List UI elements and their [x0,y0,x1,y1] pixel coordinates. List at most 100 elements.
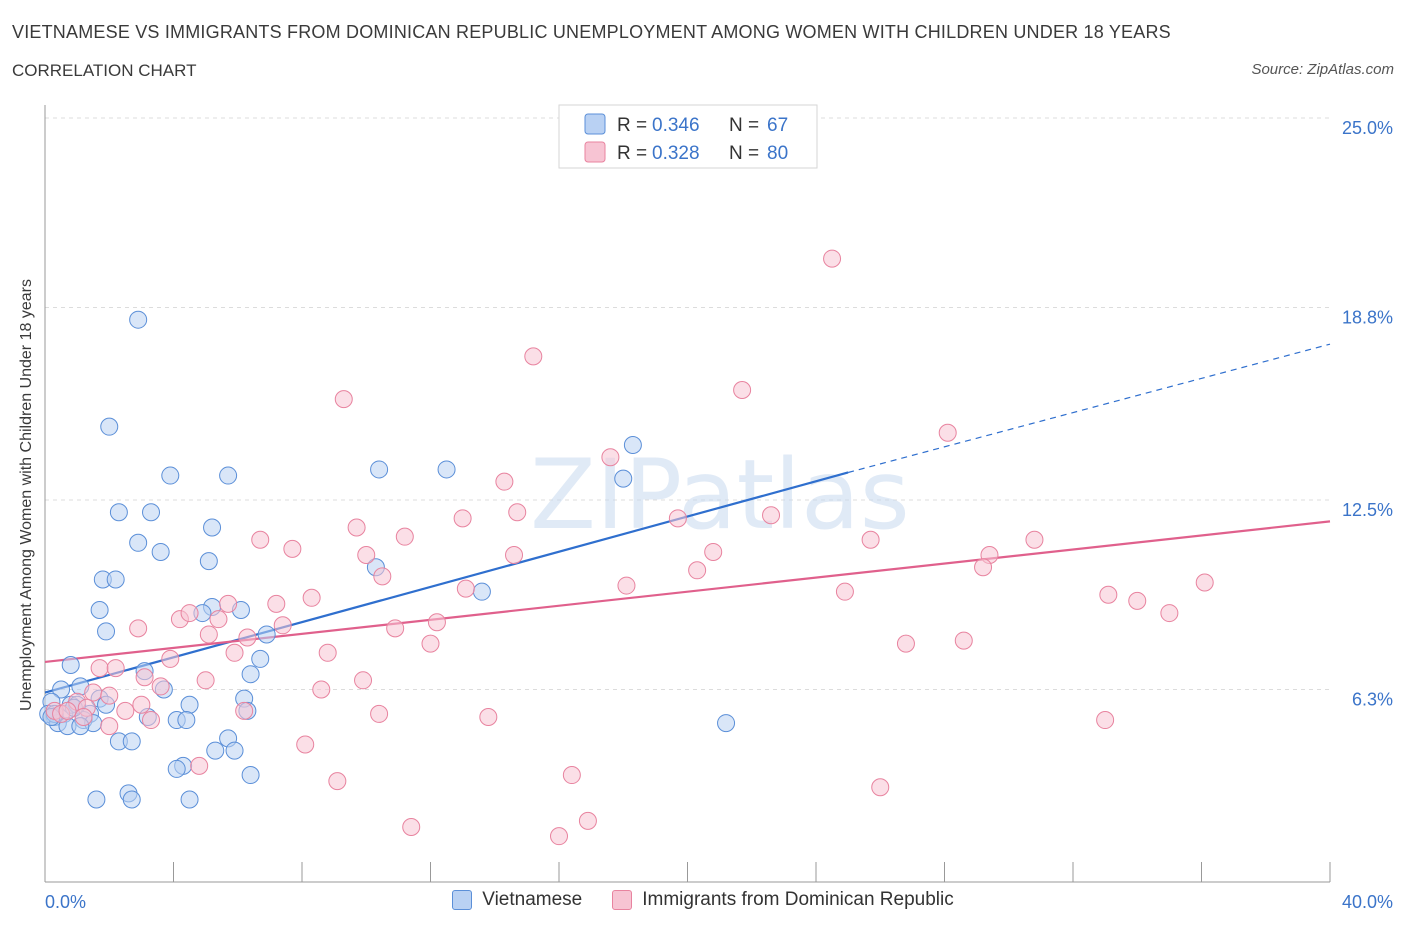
point-s1-21 [688,561,707,580]
point-s1-31 [219,594,238,613]
point-s1-39 [273,616,292,635]
point-s0-16 [106,570,125,589]
point-s0-1 [100,417,119,436]
point-s0-17 [472,582,491,601]
point-s1-8 [508,503,527,522]
axes [44,105,1331,883]
point-s0-23 [257,625,276,644]
point-s0-58 [241,766,260,785]
point-s1-14 [283,539,302,558]
point-s1-23 [373,567,392,586]
point-s0-63 [717,714,736,733]
point-s1-26 [1099,585,1118,604]
point-s1-42 [238,628,257,647]
point-s1-63 [235,701,254,720]
chart-title: VIETNAMESE VS IMMIGRANTS FROM DOMINICAN … [12,22,1171,42]
y-tick-label-3: 25.0% [1342,118,1393,138]
trend-extension-0 [847,343,1331,474]
point-s0-13 [199,552,218,571]
x-tick-label-start: 0.0% [45,892,86,912]
point-s0-3 [161,466,180,485]
stat-r-value-1: 0.328 [652,143,700,164]
point-s1-46 [225,643,244,662]
point-s1-24 [617,576,636,595]
point-s1-70 [296,735,315,754]
point-s1-41 [199,625,218,644]
point-s1-64 [370,704,389,723]
point-s1-56 [312,680,331,699]
point-s0-41 [180,695,199,714]
point-s1-12 [395,527,414,546]
trend-line-0 [44,471,849,694]
point-s1-52 [196,671,215,690]
point-s0-28 [52,680,71,699]
point-s1-69 [58,701,77,720]
data-points [39,249,1214,846]
point-s1-17 [1025,530,1044,549]
point-s1-57 [100,686,119,705]
point-s1-55 [84,683,103,702]
stat-n-label-0: N = [729,115,759,136]
stat-swatch-1 [584,141,606,163]
point-s1-49 [90,659,109,678]
point-s1-78 [132,695,151,714]
point-s0-55 [225,741,244,760]
stat-n-label-1: N = [729,143,759,164]
point-s1-7 [453,509,472,528]
point-s0-57 [167,759,186,778]
point-s0-11 [129,533,148,552]
point-s1-66 [1096,711,1115,730]
point-s0-22 [97,622,116,641]
y-tick-label-1: 12.5% [1342,500,1393,520]
point-s1-5 [601,448,620,467]
point-s1-65 [479,707,498,726]
point-s1-20 [704,542,723,561]
point-s1-76 [550,827,568,846]
point-s1-15 [861,530,880,549]
point-s1-38 [386,619,405,638]
point-s0-54 [206,741,225,760]
point-s1-50 [106,659,125,678]
watermark: ZIPatlas [530,439,910,551]
point-s1-10 [762,506,781,525]
point-s1-25 [456,579,475,598]
point-s1-35 [180,604,199,623]
point-s1-75 [402,817,421,836]
legend-label-vietnamese: Vietnamese [482,889,583,910]
point-s1-71 [190,756,209,775]
x-tick-labels: 0.0% 40.0% [45,892,1393,912]
point-s1-51 [135,668,154,687]
point-s1-11 [347,518,366,537]
point-s1-0 [823,249,842,268]
point-s0-5 [370,460,389,479]
point-s0-61 [87,790,106,809]
point-s0-7 [614,469,633,488]
series-legend: Vietnamese Immigrants from Dominican Rep… [0,889,1406,911]
point-s1-67 [100,717,119,736]
y-tick-label-0: 6.3% [1352,689,1393,709]
point-s1-40 [129,619,148,638]
point-s0-2 [623,435,642,454]
point-s1-27 [1128,591,1147,610]
point-s1-29 [267,594,286,613]
stat-n-value-1: 80 [767,143,788,164]
point-s1-68 [142,711,161,730]
point-s0-9 [142,503,161,522]
stat-legend: R = 0.346 N = 67 R = 0.328 N = 80 [558,104,818,169]
point-s1-36 [209,610,228,629]
point-s1-9 [668,509,687,528]
x-tick-label-end: 40.0% [1342,892,1393,912]
point-s1-3 [334,390,353,409]
point-s1-28 [1195,573,1214,592]
y-tick-label-2: 18.8% [1342,307,1393,327]
point-s0-27 [241,665,260,684]
y-tick-labels: 6.3% 12.5% 18.8% 25.0% [1342,118,1393,709]
point-s1-4 [938,423,957,442]
stat-swatch-0 [584,113,606,135]
point-s1-47 [318,643,337,662]
point-s1-37 [427,613,446,632]
point-s1-79 [74,707,93,726]
point-s1-45 [954,631,973,650]
point-s1-22 [974,558,993,577]
